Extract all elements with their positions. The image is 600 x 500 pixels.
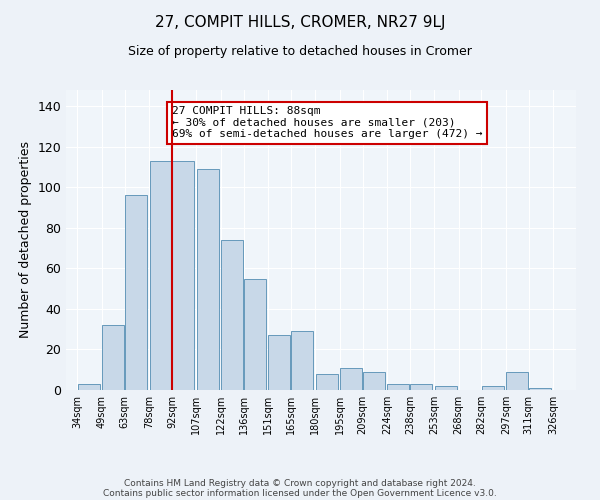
Y-axis label: Number of detached properties: Number of detached properties: [19, 142, 32, 338]
Text: Contains public sector information licensed under the Open Government Licence v3: Contains public sector information licen…: [103, 488, 497, 498]
Bar: [388, 384, 409, 390]
Bar: [221, 240, 243, 390]
Bar: [244, 278, 266, 390]
Bar: [434, 386, 457, 390]
Bar: [316, 374, 338, 390]
Bar: [340, 368, 362, 390]
Bar: [482, 386, 504, 390]
Bar: [172, 161, 194, 390]
Bar: [363, 372, 385, 390]
Bar: [410, 384, 432, 390]
Bar: [291, 331, 313, 390]
Bar: [197, 169, 219, 390]
Text: 27, COMPIT HILLS, CROMER, NR27 9LJ: 27, COMPIT HILLS, CROMER, NR27 9LJ: [155, 15, 445, 30]
Bar: [149, 161, 172, 390]
Bar: [268, 336, 290, 390]
Bar: [125, 196, 147, 390]
Bar: [506, 372, 529, 390]
Text: 27 COMPIT HILLS: 88sqm
← 30% of detached houses are smaller (203)
69% of semi-de: 27 COMPIT HILLS: 88sqm ← 30% of detached…: [172, 106, 482, 140]
Bar: [78, 384, 100, 390]
Text: Contains HM Land Registry data © Crown copyright and database right 2024.: Contains HM Land Registry data © Crown c…: [124, 478, 476, 488]
Bar: [529, 388, 551, 390]
Bar: [102, 325, 124, 390]
Text: Size of property relative to detached houses in Cromer: Size of property relative to detached ho…: [128, 45, 472, 58]
